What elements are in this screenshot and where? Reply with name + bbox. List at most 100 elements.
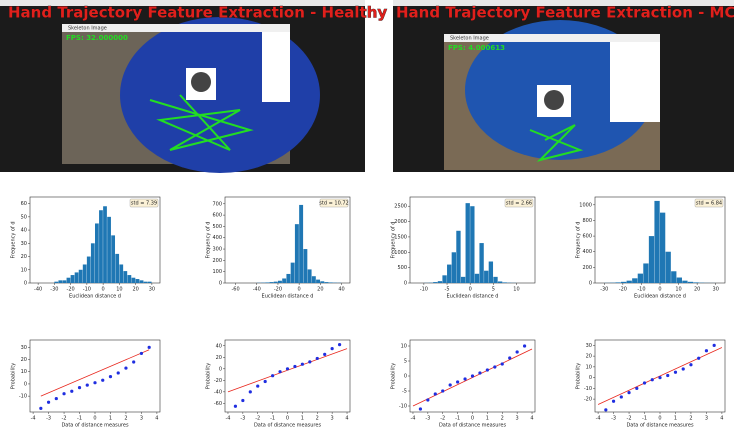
bar [452,252,456,283]
qq-point [323,353,326,356]
x-tick-label: 20 [317,287,323,293]
qq-point [604,408,607,411]
x-tick-label: -60 [232,287,240,293]
bar [269,282,273,283]
bar [79,270,83,283]
x-tick-label: -2 [627,416,632,422]
y-tick-label: -20 [214,378,222,384]
x-axis-label: Data of distance measures [626,423,694,429]
bar [299,205,303,283]
annotation: std = 2.66 [506,201,532,207]
bar [325,282,329,283]
figure: Skeleton Image FPS: 32.000000 Hand Traje… [0,0,734,434]
bar [312,276,316,283]
x-axis-label: Data of distance measures [254,423,322,429]
x-tick-label: -1 [642,416,647,422]
bar [677,278,682,283]
x-tick-label: -30 [600,287,608,293]
x-tick-label: 10 [116,287,122,293]
qq-point [486,368,489,371]
x-tick-label: 30 [713,287,719,293]
x-tick-label: -4 [31,416,36,422]
qq-point [109,375,112,378]
x-tick-label: -1 [455,416,460,422]
x-tick-label: 1 [674,416,677,422]
panel [610,42,660,122]
bar [643,263,648,283]
qq-point [264,380,267,383]
qq-point [441,389,444,392]
y-tick-label: 0 [589,281,592,287]
y-tick-label: 20 [21,254,27,260]
y-axis-label: Probability [391,363,397,389]
qq-point [666,374,669,377]
bar [282,278,286,283]
bar [63,280,67,283]
x-tick-label: -40 [34,287,42,293]
qq-point [463,377,466,380]
x-tick-label: 4 [530,416,533,422]
qq-point [689,363,692,366]
y-tick-label: 0 [219,281,222,287]
x-axis-label: Data of distance measures [61,423,129,429]
y-tick-label: 0 [219,366,222,372]
bar [99,210,103,283]
x-tick-label: -5 [445,287,450,293]
qq-point [643,381,646,384]
qq-point [331,347,334,350]
y-tick-label: 100 [212,269,222,275]
panel [262,32,290,102]
bar [274,282,278,283]
bar [627,281,632,283]
x-tick-label: 10 [513,287,519,293]
bar [295,224,299,283]
qq-point [426,398,429,401]
bar [95,223,99,283]
bar [75,272,79,283]
bar [308,269,312,283]
x-axis-label: Euclidean distance d [69,294,121,300]
x-tick-label: -20 [619,287,627,293]
qq-point [256,384,259,387]
qq-point [271,374,274,377]
y-tick-label: 1000 [579,202,592,208]
qq-point [674,371,677,374]
x-tick-label: 5 [492,287,495,293]
bar [693,282,698,283]
x-tick-label: 2 [316,416,319,422]
x-tick-label: 0 [102,287,105,293]
bar [144,282,148,283]
x-tick-label: 2 [124,416,127,422]
x-tick-label: 1 [109,416,112,422]
y-tick-label: 40 [216,343,222,349]
y-tick-label: -10 [584,386,592,392]
bar [688,282,693,283]
y-tick-label: 700 [212,201,222,207]
x-tick-label: -10 [637,287,645,293]
bar [132,278,136,283]
y-tick-label: 0 [404,374,407,380]
y-tick-label: 0 [404,281,407,287]
x-tick-label: 3 [516,416,519,422]
bar [660,213,665,283]
bar [54,282,58,283]
bar [466,203,470,283]
x-tick-label: 0 [93,416,96,422]
x-tick-label: 0 [298,287,301,293]
y-tick-label: 400 [582,249,592,255]
bar [83,264,87,283]
qq-point [434,392,437,395]
bar [329,282,333,283]
qq-point [516,350,519,353]
qq-point [101,379,104,382]
bar [461,277,465,283]
y-tick-label: 10 [21,267,27,273]
y-tick-label: 30 [586,343,592,349]
x-tick-label: 3 [140,416,143,422]
y-tick-label: 200 [582,265,592,271]
bar [682,281,687,283]
bar [493,277,497,283]
bar [456,231,460,283]
qq-point [278,370,281,373]
x-tick-label: 0 [658,287,661,293]
